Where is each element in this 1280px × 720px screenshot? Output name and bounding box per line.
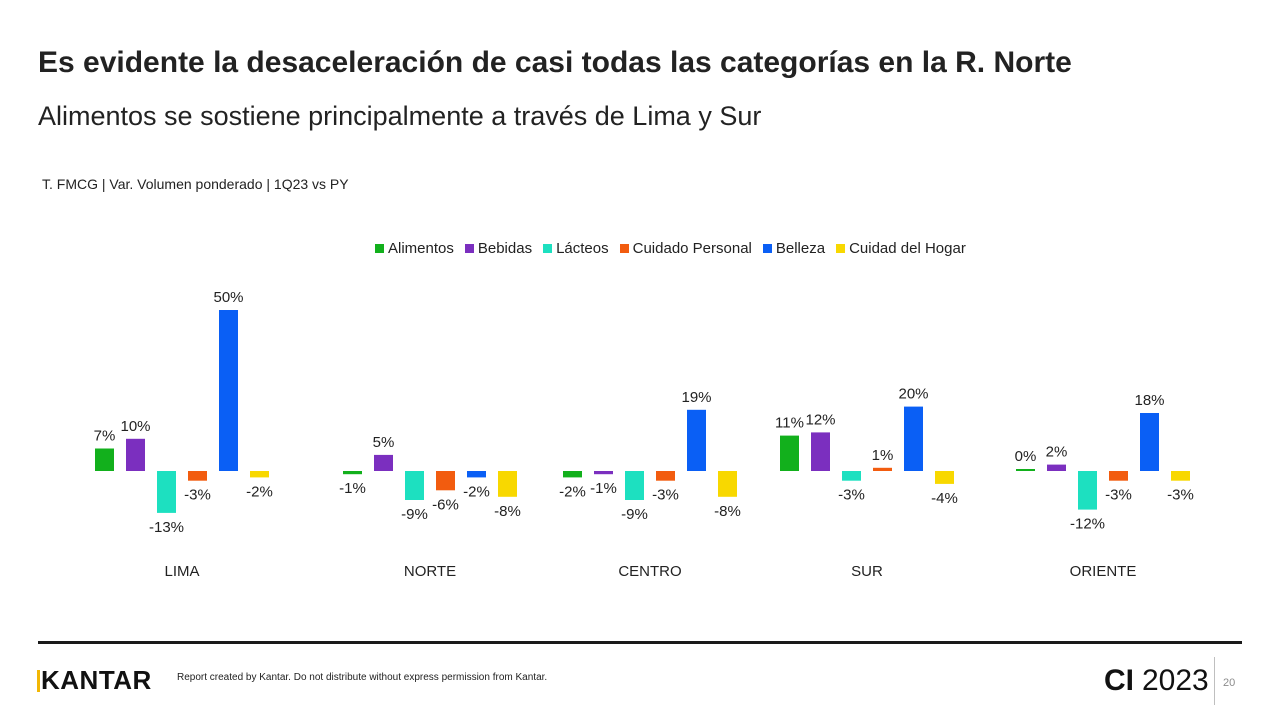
data-label: -3% [652,487,679,504]
data-label: 1% [872,447,894,464]
data-label: 5% [373,434,395,451]
legend-item: Bebidas [464,239,533,257]
footer-vertical-divider [1214,657,1215,705]
category-label: LIMA [164,563,199,580]
bar [219,310,238,471]
legend-label: Lácteos [556,239,609,257]
data-label: -9% [621,506,648,523]
legend-item: Belleza [762,239,826,257]
slide-title: Es evidente la desaceleración de casi to… [38,46,1072,79]
bar [1109,471,1128,481]
data-label: -2% [559,483,586,500]
legend-label: Cuidad del Hogar [849,239,966,257]
logo-text: KANTAR [41,665,152,695]
bar [95,448,114,471]
data-label: 10% [120,418,150,435]
data-label: -8% [714,503,741,520]
data-label: 2% [1046,444,1068,461]
data-label: -2% [246,483,273,500]
legend-label: Cuidado Personal [632,239,752,257]
data-label: 18% [1134,392,1164,409]
data-label: -2% [463,483,490,500]
bar [780,435,799,471]
bar [718,471,737,497]
legend-swatch [375,243,384,253]
category-label: SUR [851,563,883,580]
bar [1078,471,1097,510]
bar [1140,413,1159,471]
chart-legend: Alimentos Bebidas Lácteos Cuidado Personal B… [375,238,977,258]
bar [687,409,706,471]
data-label: 7% [94,428,116,445]
slide-subtitle: Alimentos se sostiene principalmente a t… [38,101,762,131]
bar [811,432,830,471]
data-label: -12% [1070,516,1105,533]
bar [188,471,207,481]
data-label: 12% [805,411,835,428]
bar [436,471,455,491]
data-label: -1% [590,480,617,497]
footer-disclaimer: Report created by Kantar. Do not distrib… [177,672,548,683]
logo-accent-bar [37,669,40,692]
bar [1047,464,1066,471]
category-label: ORIENTE [1070,563,1137,580]
legend-item: Cuidado Personal [619,239,752,257]
ci-label: CI [1104,664,1134,697]
bar [467,471,486,478]
data-label: 50% [213,289,243,306]
bar [1171,471,1190,481]
bar [157,471,176,513]
data-label: -3% [1105,487,1132,504]
data-label: -9% [401,506,428,523]
data-label: -3% [1167,487,1194,504]
data-label: -8% [494,503,521,520]
category-label: CENTRO [618,563,681,580]
bar [625,471,644,500]
bar [904,406,923,471]
legend-swatch [762,243,772,253]
data-label: 11% [775,415,804,432]
legend-item: Alimentos [375,240,454,257]
bar [126,438,145,471]
legend-item: Cuidad del Hogar [836,240,966,257]
data-label: 0% [1015,448,1037,465]
legend-swatch [836,243,846,253]
ci-2023-mark: CI 2023 [1104,664,1209,698]
bar [656,471,675,481]
legend-label: Alimentos [388,239,454,257]
data-label: -6% [432,496,459,513]
legend-swatch [464,243,474,253]
bar [842,471,861,481]
data-label: -13% [149,519,184,536]
legend-item: Lácteos [543,240,609,257]
data-label: -3% [838,487,865,504]
data-label: 20% [898,386,928,403]
data-label: -1% [339,480,366,497]
chart-source-note: T. FMCG | Var. Volumen ponderado | 1Q23 … [42,176,349,192]
data-label: -4% [931,490,958,507]
bar [873,467,892,471]
bar [498,471,517,497]
ci-year: 2023 [1142,664,1209,697]
bar-chart: 7%10%-13%-3%50%-2%LIMA-1%5%-9%-6%-2%-8%N… [94,289,1194,580]
bar [374,454,393,471]
data-label: -3% [184,487,211,504]
legend-label: Belleza [775,239,826,257]
legend-swatch [543,243,553,253]
bar [405,471,424,500]
bar [343,471,362,475]
page-number: 20 [1223,677,1236,689]
bar [935,471,954,484]
bar [1016,469,1035,471]
legend-swatch [619,243,629,253]
bar [563,471,582,478]
category-label: NORTE [404,563,456,580]
bar [250,471,269,478]
kantar-logo: KANTAR [37,665,152,696]
bar [594,471,613,475]
data-label: 19% [681,389,711,406]
legend-label: Bebidas [477,239,533,257]
footer-divider [38,641,1242,644]
